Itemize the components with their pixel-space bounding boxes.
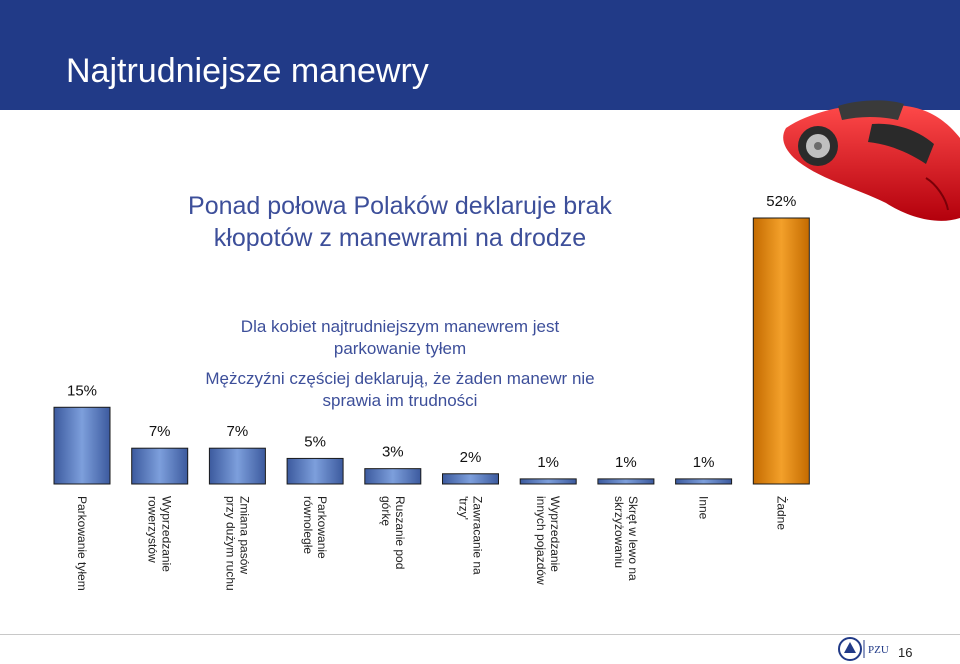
- svg-text:Wyprzedzanie: Wyprzedzanie: [160, 496, 174, 572]
- note-women: Dla kobiet najtrudniejszym manewrem jest…: [200, 316, 600, 360]
- svg-text:Żadne: Żadne: [774, 496, 788, 530]
- svg-text:Wyprzedzanie: Wyprzedzanie: [548, 496, 562, 572]
- bar-9: [752, 217, 810, 485]
- red-car-image: [783, 100, 960, 221]
- headline-line-2: kłopotów z manewrami na drodze: [213, 224, 587, 252]
- data-label-6: 1%: [537, 454, 559, 471]
- bar-5: [442, 473, 499, 485]
- header-band: Najtrudniejsze manewry: [0, 0, 960, 110]
- data-label-9: 52%: [766, 193, 796, 210]
- bar-3: [286, 457, 344, 485]
- svg-text:Ruszanie pod: Ruszanie pod: [393, 496, 407, 569]
- svg-text:przy dużym ruchu: przy dużym ruchu: [223, 496, 237, 591]
- svg-text:Parkowanie tyłem: Parkowanie tyłem: [75, 496, 89, 591]
- bar-4: [364, 468, 422, 485]
- note-men-line-2: sprawia im trudności: [322, 391, 478, 410]
- page-number: 16: [898, 645, 913, 660]
- svg-text:równoległe: równoległe: [301, 496, 315, 554]
- bar-2: [208, 447, 266, 485]
- data-label-2: 7%: [227, 423, 249, 440]
- data-label-3: 5%: [304, 433, 326, 450]
- svg-text:'trzy': 'trzy': [457, 496, 471, 520]
- category-label-0: Parkowanie tyłem: [75, 496, 89, 591]
- headline-line-1: Ponad połowa Polaków deklaruje brak: [188, 192, 612, 220]
- note-women-line-1: Dla kobiet najtrudniejszym manewrem jest: [240, 317, 560, 336]
- slide-title: Najtrudniejsze manewry: [66, 52, 429, 90]
- svg-text:Zawracanie na: Zawracanie na: [471, 496, 485, 575]
- bar-8: [675, 478, 733, 485]
- headline: Ponad połowa Polaków deklaruje brak kłop…: [150, 190, 650, 254]
- data-label-8: 1%: [693, 454, 715, 471]
- data-label-0: 15%: [67, 382, 97, 399]
- svg-text:Skręt w lewo na: Skręt w lewo na: [626, 496, 640, 581]
- category-label-9: Żadne: [774, 496, 788, 530]
- category-label-8: Inne: [697, 496, 711, 520]
- category-label-5: Zawracanie na'trzy': [457, 496, 485, 575]
- bar-7: [597, 478, 655, 485]
- data-label-4: 3%: [382, 444, 404, 461]
- bar-6: [519, 478, 577, 485]
- svg-text:skrzyżowaniu: skrzyżowaniu: [612, 496, 626, 568]
- svg-text:PZU: PZU: [868, 644, 889, 656]
- svg-text:Parkowanie: Parkowanie: [315, 496, 329, 559]
- data-label-7: 1%: [615, 454, 637, 471]
- svg-text:Inne: Inne: [697, 496, 711, 520]
- svg-text:innych pojazdów: innych pojazdów: [534, 496, 548, 585]
- note-men: Mężczyźni częściej deklarują, że żaden m…: [170, 368, 630, 412]
- note-men-line-1: Mężczyźni częściej deklarują, że żaden m…: [205, 369, 595, 388]
- pzu-logo: PZU: [838, 637, 889, 661]
- data-label-1: 7%: [149, 423, 171, 440]
- data-label-5: 2%: [460, 449, 482, 466]
- note-women-line-2: parkowanie tyłem: [333, 339, 467, 358]
- bar-chart: 15%Parkowanie tyłem7%Wyprzedzanierowerzy…: [53, 193, 810, 591]
- svg-text:Zmiana pasów: Zmiana pasów: [237, 496, 251, 574]
- footer-divider: [0, 634, 960, 635]
- bar-0: [53, 406, 111, 485]
- svg-text:górkę: górkę: [379, 496, 393, 526]
- bar-1: [131, 447, 189, 485]
- svg-text:rowerzystów: rowerzystów: [146, 496, 160, 563]
